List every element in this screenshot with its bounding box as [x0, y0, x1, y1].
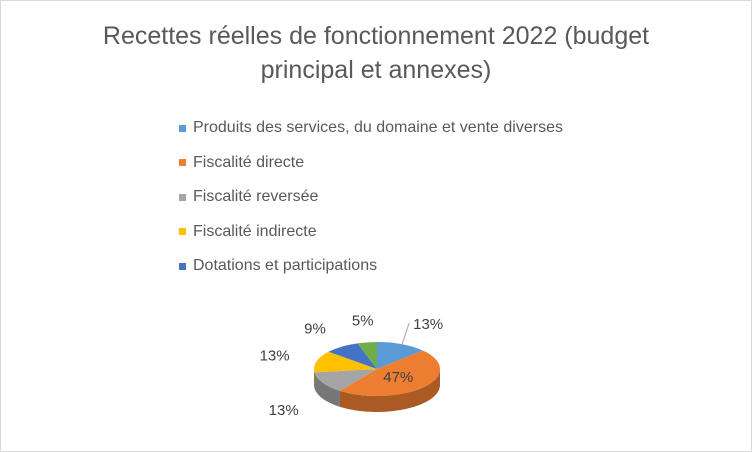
pie-data-label: 47%: [383, 369, 413, 386]
pie-data-label: 13%: [269, 402, 299, 419]
legend-item-fiscalite-indirecte: Fiscalité indirecte: [179, 215, 563, 250]
leader-line: [401, 322, 410, 345]
chart-title: Recettes réelles de fonctionnement 2022 …: [31, 19, 721, 87]
chart-title-line-2: principal et annexes): [260, 56, 492, 84]
legend-swatch: [179, 124, 186, 132]
pie-slice: [377, 342, 423, 369]
pie-slice: [328, 343, 377, 369]
legend-item-fiscalite-directe: Fiscalité directe: [179, 146, 563, 181]
legend-item-dotations: Dotations et participations: [179, 249, 563, 284]
legend-swatch: [179, 228, 186, 236]
pie-slice: [314, 351, 377, 373]
chart-legend: Produits des services, du domaine et ven…: [179, 111, 563, 284]
legend-label: Dotations et participations: [193, 257, 378, 275]
pie-data-label: 13%: [413, 316, 443, 333]
pie-slice: [357, 342, 377, 369]
pie-slice: [314, 369, 377, 391]
legend-swatch: [179, 159, 186, 167]
pie-data-label: 9%: [304, 320, 326, 337]
legend-label: Fiscalité directe: [193, 153, 305, 171]
pie-slice: [339, 350, 440, 396]
chart-title-line-1: Recettes réelles de fonctionnement 2022 …: [102, 22, 650, 50]
legend-item-produits: Produits des services, du domaine et ven…: [179, 111, 563, 146]
legend-swatch: [179, 262, 186, 270]
legend-label: Produits des services, du domaine et ven…: [193, 119, 563, 137]
pie-data-label: 13%: [260, 347, 290, 364]
legend-swatch: [179, 193, 186, 201]
legend-label: Fiscalité indirecte: [193, 222, 317, 240]
pie-slice-side: [339, 369, 440, 412]
legend-item-fiscalite-reversee: Fiscalité reversée: [179, 180, 563, 215]
legend-label: Fiscalité reversée: [193, 188, 319, 206]
pie-data-label: 5%: [352, 313, 374, 330]
pie-slice-side: [314, 372, 340, 407]
